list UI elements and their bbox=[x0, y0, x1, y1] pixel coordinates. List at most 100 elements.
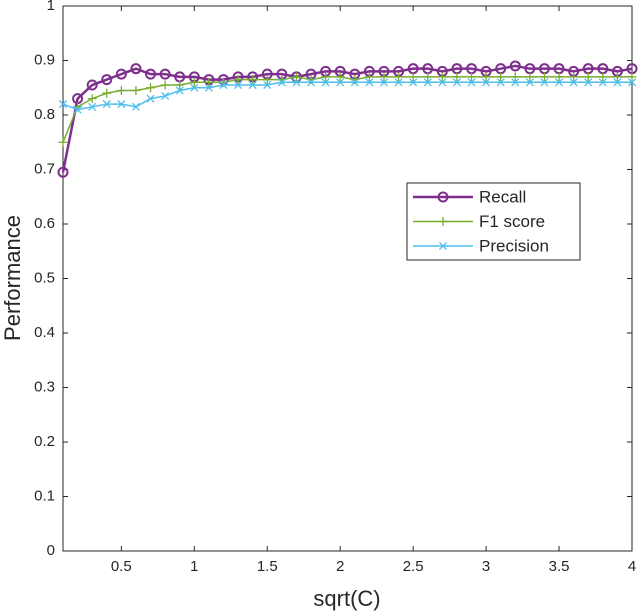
marker bbox=[233, 75, 243, 85]
x-tick-label: 1.5 bbox=[257, 558, 278, 575]
marker bbox=[160, 80, 170, 90]
marker bbox=[627, 72, 637, 82]
marker bbox=[57, 166, 69, 178]
legend: Recall F1 score Precision bbox=[406, 182, 581, 261]
x-tick-label: 1 bbox=[190, 558, 198, 575]
marker bbox=[554, 78, 564, 87]
marker bbox=[131, 85, 141, 95]
marker bbox=[146, 94, 155, 103]
x-tick-label: 3 bbox=[482, 558, 490, 575]
marker bbox=[598, 78, 607, 87]
series-line bbox=[62, 76, 632, 143]
marker bbox=[175, 80, 185, 90]
marker bbox=[335, 72, 345, 82]
marker bbox=[612, 72, 622, 82]
series-line bbox=[62, 81, 632, 111]
x-axis-label: sqrt(C) bbox=[313, 586, 380, 611]
marker bbox=[438, 241, 448, 251]
marker bbox=[379, 72, 389, 82]
marker bbox=[175, 86, 184, 95]
marker bbox=[584, 78, 593, 87]
marker bbox=[292, 78, 301, 87]
x-tick-label: 2 bbox=[336, 558, 344, 575]
marker bbox=[365, 78, 374, 87]
marker bbox=[101, 74, 113, 86]
marker bbox=[131, 102, 141, 111]
marker bbox=[569, 78, 578, 87]
marker bbox=[627, 78, 637, 87]
y-tick-label: 0 bbox=[47, 542, 55, 559]
marker bbox=[496, 72, 506, 82]
marker bbox=[86, 79, 98, 91]
marker bbox=[539, 72, 549, 82]
marker bbox=[161, 91, 170, 100]
marker bbox=[115, 68, 127, 80]
marker bbox=[117, 100, 126, 109]
y-tick-label: 1 bbox=[47, 0, 55, 14]
legend-label: F1 score bbox=[479, 212, 545, 231]
marker bbox=[58, 137, 68, 147]
marker bbox=[423, 78, 432, 87]
marker bbox=[394, 72, 404, 82]
marker bbox=[437, 72, 447, 82]
marker bbox=[219, 80, 228, 90]
marker bbox=[350, 78, 359, 87]
marker bbox=[583, 72, 593, 82]
marker bbox=[87, 94, 97, 104]
marker bbox=[263, 80, 272, 90]
marker bbox=[130, 63, 142, 75]
marker bbox=[437, 191, 449, 203]
marker bbox=[496, 78, 505, 87]
marker bbox=[409, 78, 418, 87]
marker bbox=[482, 78, 491, 87]
series-line bbox=[61, 64, 633, 173]
marker bbox=[336, 78, 345, 87]
y-tick-label: 0.1 bbox=[34, 487, 55, 504]
marker bbox=[204, 77, 214, 87]
marker bbox=[88, 102, 97, 111]
marker bbox=[204, 83, 213, 92]
marker bbox=[408, 72, 418, 82]
y-tick-label: 0.8 bbox=[34, 106, 55, 123]
marker bbox=[58, 100, 68, 109]
marker bbox=[116, 85, 126, 95]
marker bbox=[509, 60, 521, 72]
marker bbox=[525, 78, 534, 87]
marker bbox=[102, 100, 111, 109]
marker bbox=[145, 68, 157, 80]
marker bbox=[234, 80, 243, 90]
x-tick-label: 0.5 bbox=[111, 558, 132, 575]
marker bbox=[540, 78, 549, 87]
y-tick-label: 0.2 bbox=[34, 433, 55, 450]
marker bbox=[306, 78, 316, 87]
marker bbox=[511, 78, 520, 87]
marker bbox=[262, 75, 272, 85]
marker bbox=[467, 78, 476, 87]
marker bbox=[438, 78, 447, 87]
marker bbox=[481, 72, 491, 82]
marker bbox=[452, 72, 462, 82]
marker bbox=[248, 75, 258, 85]
marker bbox=[102, 88, 112, 98]
y-tick-label: 0.9 bbox=[34, 51, 55, 68]
marker bbox=[452, 78, 461, 87]
y-axis-label: Performance bbox=[0, 215, 25, 341]
marker bbox=[189, 77, 199, 87]
marker bbox=[569, 72, 579, 82]
marker bbox=[364, 72, 374, 82]
marker bbox=[146, 83, 156, 93]
legend-label: Precision bbox=[479, 236, 549, 255]
marker bbox=[525, 72, 535, 82]
x-tick-label: 2.5 bbox=[403, 558, 424, 575]
marker bbox=[510, 72, 520, 82]
marker bbox=[379, 78, 389, 87]
y-tick-label: 0.5 bbox=[34, 269, 55, 286]
y-tick-label: 0.7 bbox=[34, 160, 55, 177]
marker bbox=[613, 78, 622, 87]
marker bbox=[598, 72, 608, 82]
y-tick-label: 0.6 bbox=[34, 215, 55, 232]
marker bbox=[190, 83, 199, 92]
marker bbox=[321, 78, 330, 87]
marker bbox=[291, 72, 301, 82]
